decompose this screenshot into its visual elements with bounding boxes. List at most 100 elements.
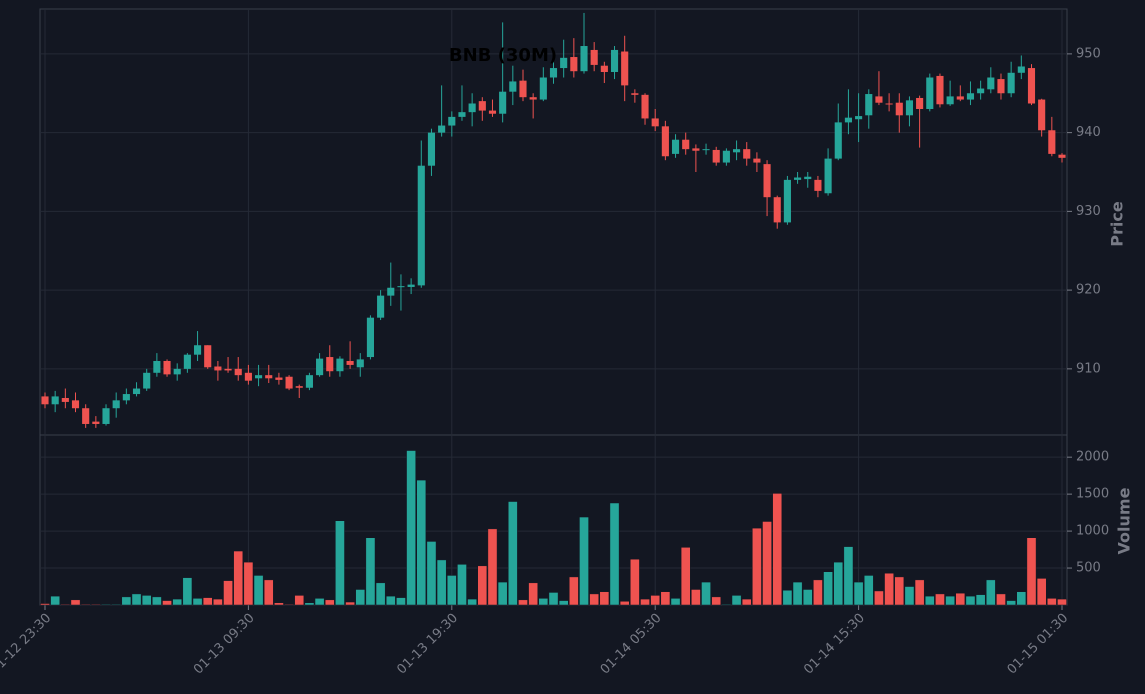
volume-bar [904,586,915,606]
volume-bar [365,537,376,606]
volume-bar [192,598,203,606]
candle-body [122,394,130,401]
candle-body [844,117,852,123]
volume-bar [691,589,701,606]
volume-bar [375,582,386,606]
volume-bar [711,596,722,606]
candle-body [234,368,242,376]
candle-body [387,287,395,296]
candle-body [488,110,497,114]
volume-bar [304,602,315,606]
volume-bar [152,596,162,606]
candle-body [448,116,456,126]
candle-body [153,360,161,373]
y-tick-label: 930 [1076,204,1101,219]
volume-bar [446,575,457,606]
candle-body [377,295,385,318]
candle-body [834,122,842,159]
volume-bar [406,450,416,606]
candle-body [255,375,263,379]
candle-body [478,101,486,111]
volume-bar [599,591,610,606]
volume-bar [345,601,355,606]
volume-bar [182,577,193,606]
volume-bar [253,575,264,606]
volume-bar [609,502,620,606]
candle-body [366,317,374,358]
candle-body [1027,68,1036,104]
volume-bar [762,521,772,606]
volume-bar [80,604,91,606]
candle-body [773,197,781,223]
volume-bar [274,602,284,606]
candle-body [651,118,659,127]
volume-bar [853,581,864,606]
candle-body [102,408,110,424]
candle-body [183,354,191,369]
volume-bar [91,604,101,606]
candle-body [926,77,934,110]
volume-bar [914,579,925,606]
candle-body [702,149,710,151]
volume-bar [538,598,549,606]
candle-body [92,421,100,424]
candle-body [407,284,415,287]
candle-body [956,96,964,100]
candle-body [71,400,80,409]
volume-bar [477,565,488,606]
candle-body [916,97,924,110]
candle-body [631,93,639,95]
candle-body [987,77,995,90]
candle-body [885,103,893,105]
candle-body [1058,154,1066,158]
volume-bar [416,479,427,606]
volume-bar [50,595,60,606]
candle-body [224,368,232,371]
candle-body [814,179,822,191]
volume-bar [894,576,905,606]
chart-title: BNB (30M) [449,45,557,66]
candle-body [265,375,273,379]
candle-body [743,149,751,159]
candle-body [763,164,771,198]
candle-body [82,408,90,424]
volume-bar [558,600,569,606]
volume-bar [721,604,732,606]
volume-bar [507,501,518,606]
candle-body [641,94,649,119]
volume-bar [670,598,681,606]
candle-body [519,80,527,98]
price-axis-label: Price [1108,201,1127,247]
candle-body [875,96,883,103]
candle-body [458,112,466,117]
candle-body [132,388,141,395]
candle-body [193,345,202,355]
candle-body [733,149,741,153]
volume-bar [355,589,366,606]
candle-body [143,372,151,389]
y-tick-label: 1000 [1076,524,1109,539]
volume-bar [518,599,528,606]
volume-bar [40,603,50,606]
candle-body [1038,99,1046,131]
candle-body [570,57,578,72]
volume-bar [579,516,589,606]
volume-bar [863,575,874,606]
volume-bar [101,604,111,606]
volume-bar [1036,578,1047,606]
volume-bar [111,604,122,606]
candle-body [783,179,791,223]
volume-bar [660,591,671,606]
candle-body [326,357,334,372]
candle-body [966,93,975,100]
volume-axis-label: Volume [1115,487,1134,554]
volume-bar [396,597,406,606]
volume-bar [996,593,1006,606]
y-tick-label: 910 [1076,361,1101,376]
volume-bar [924,595,935,606]
candle-body [509,81,517,92]
volume-bar [843,546,854,606]
volume-bar [487,528,498,606]
volume-bar [121,596,132,606]
volume-bar [701,581,711,606]
